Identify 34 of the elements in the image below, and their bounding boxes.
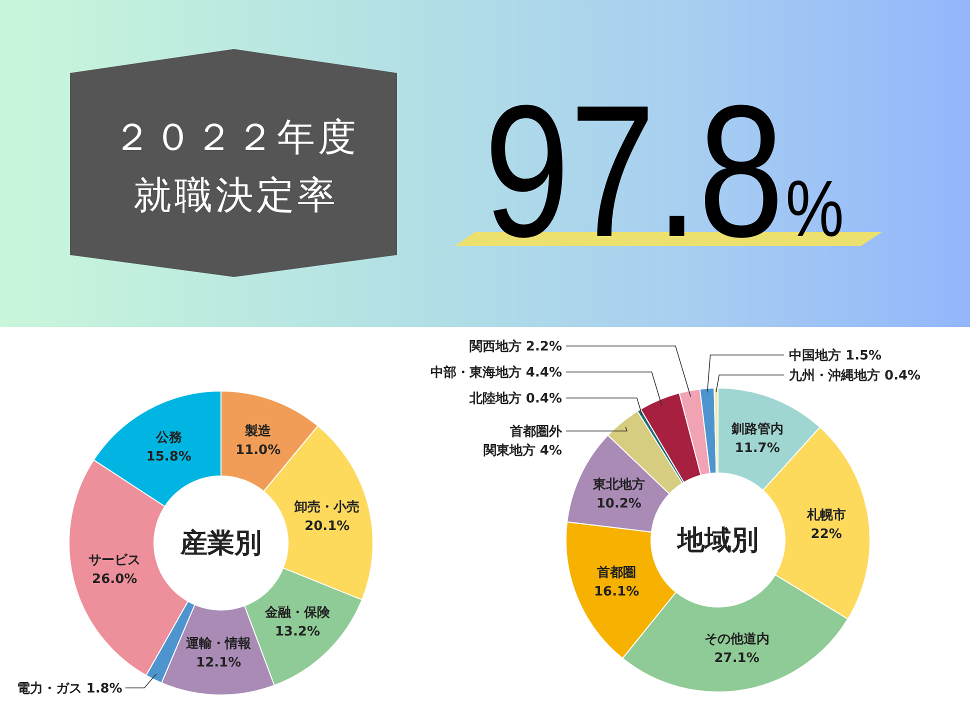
- slice-label: 公務: [154, 430, 183, 446]
- text: 97.8%: [484, 66, 844, 276]
- slice-label: その他道内: [704, 632, 770, 647]
- text: 就職決定率: [134, 173, 338, 217]
- slice-label: 製造: [244, 424, 272, 439]
- slice-label: 首都圏: [596, 565, 636, 580]
- data-label: 10.2%: [596, 496, 642, 512]
- data-label: 20.1%: [304, 519, 350, 534]
- data-label: 12.1%: [196, 655, 242, 670]
- data-label: 11.0%: [236, 442, 281, 458]
- slice-label: 九州・沖縄地方 0.4%: [788, 368, 921, 384]
- data-label: 27.1%: [714, 650, 760, 666]
- text: 地域別: [676, 525, 758, 556]
- slice-label: 東北地方: [592, 476, 645, 492]
- slice-label: 札幌市: [806, 507, 846, 524]
- data-label: 22%: [810, 527, 842, 542]
- slice-label: 中国地方 1.5%: [789, 348, 882, 364]
- data-label: 15.8%: [146, 450, 192, 465]
- slice-label: 首都圏外関東地方 4%: [483, 424, 563, 458]
- slice-label: 運輸・情報: [185, 636, 252, 652]
- data-label: 26.0%: [92, 572, 138, 587]
- data-label: 13.2%: [274, 624, 320, 640]
- data-label: 11.7%: [734, 440, 780, 456]
- slice-label: 北陸地方 0.4%: [468, 390, 562, 406]
- slice-label: 卸売・小売: [294, 500, 360, 516]
- slice-label: 釧路管内: [730, 422, 784, 437]
- data-label: 16.1%: [594, 584, 640, 600]
- text: 産業別: [180, 528, 262, 559]
- text: ２０２２年度: [113, 115, 359, 159]
- slice-label: 電力・ガス 1.8%: [16, 681, 122, 696]
- slice-label: 金融・保険: [264, 605, 331, 620]
- slice-label: サービス: [88, 552, 141, 568]
- slice-label: 関西地方 2.2%: [469, 338, 562, 354]
- slice-label: 中部・東海地方 4.4%: [430, 364, 562, 380]
